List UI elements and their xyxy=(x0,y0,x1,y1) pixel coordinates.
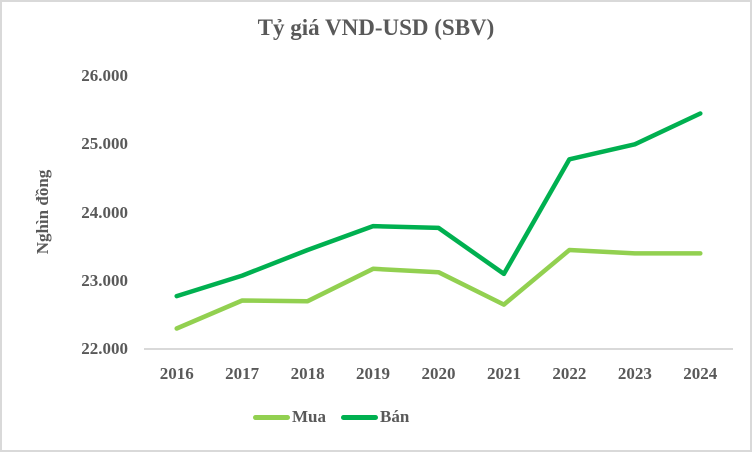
legend-swatch-bán xyxy=(341,414,378,420)
x-axis-label: 2021 xyxy=(486,364,521,383)
x-axis-label: 2020 xyxy=(421,364,456,383)
legend-swatch-mua xyxy=(253,414,290,420)
x-axis-label: 2018 xyxy=(290,364,325,383)
y-tick-label: 23.000 xyxy=(81,270,128,290)
legend-label: Bán xyxy=(380,407,410,426)
x-axis-label: 2016 xyxy=(159,364,194,383)
x-axis-label: 2024 xyxy=(683,364,718,383)
x-axis-line xyxy=(144,348,733,350)
x-axis-label: 2023 xyxy=(617,364,652,383)
y-tick-label: 26.000 xyxy=(81,66,128,85)
y-tick-label: 25.000 xyxy=(81,134,128,154)
x-axis-label: 2017 xyxy=(225,364,260,383)
series-line-mua xyxy=(174,247,703,331)
y-tick-label: 22.000 xyxy=(81,339,128,358)
series-line-bán xyxy=(174,111,703,299)
y-tick-label: 24.000 xyxy=(81,202,128,222)
x-axis-label: 2022 xyxy=(552,364,587,383)
chart-title: Tỷ giá VND-USD (SBV) xyxy=(257,15,495,40)
legend-item-bán: Bán xyxy=(341,407,409,427)
legend-item-mua: Mua xyxy=(253,407,326,427)
legend-label: Mua xyxy=(292,407,326,426)
chart-legend: Mua Bán xyxy=(253,407,409,427)
x-axis-label: 2019 xyxy=(356,364,391,383)
